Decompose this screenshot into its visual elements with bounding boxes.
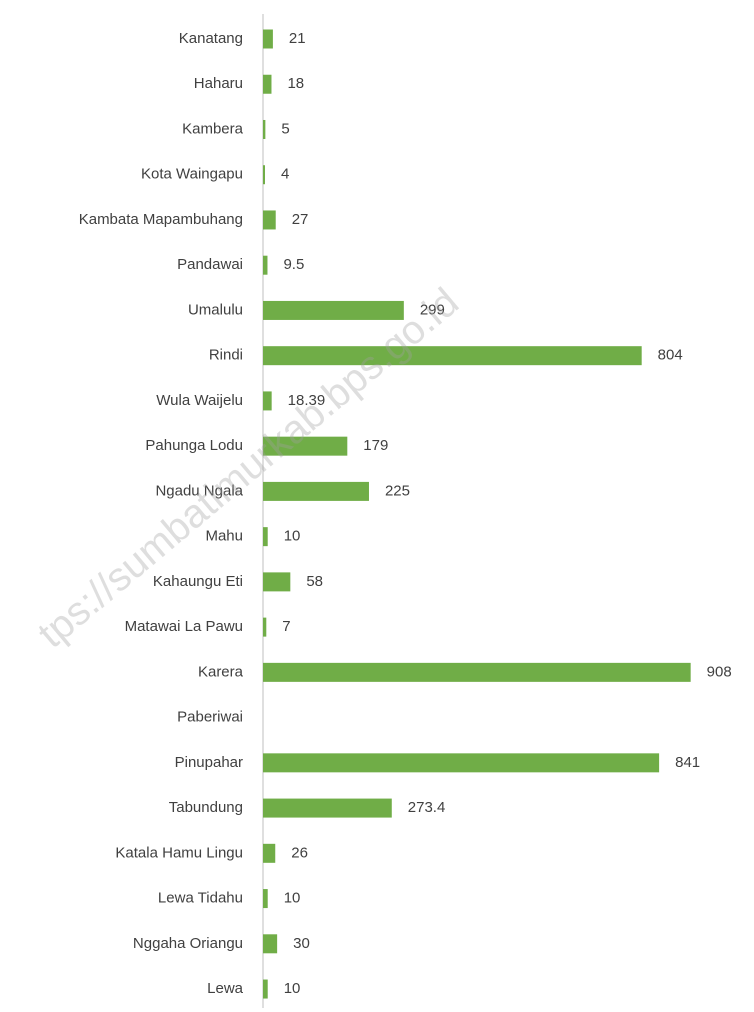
bar (263, 481, 369, 501)
value-label: 841 (675, 754, 700, 771)
bar (263, 934, 278, 954)
category-label: Wula Waijelu (156, 392, 243, 409)
bar (263, 617, 267, 637)
category-label: Kanatang (179, 30, 243, 47)
category-label: Karera (198, 663, 244, 680)
bar (263, 300, 404, 320)
category-label: Matawai La Pawu (125, 618, 243, 635)
category-label: Lewa Tidahu (158, 890, 243, 907)
value-label: 4 (281, 166, 289, 183)
category-label: Paberiwai (177, 709, 243, 726)
category-label: Rindi (209, 347, 243, 364)
bar (263, 119, 266, 139)
value-label: 26 (291, 844, 308, 861)
value-label: 9.5 (283, 256, 304, 273)
value-label: 299 (420, 301, 445, 318)
bar (263, 527, 268, 547)
value-label: 21 (289, 30, 306, 47)
value-label: 10 (284, 890, 301, 907)
bar (263, 74, 272, 94)
category-label: Umalulu (188, 301, 243, 318)
value-label: 10 (284, 980, 301, 997)
category-label: Kota Waingapu (141, 166, 243, 183)
value-label: 7 (282, 618, 290, 635)
bar (263, 255, 268, 275)
category-label: Katala Hamu Lingu (115, 844, 243, 861)
bar (263, 979, 268, 999)
category-label: Kambata Mapambuhang (79, 211, 243, 228)
bar (263, 29, 273, 49)
value-label: 273.4 (408, 799, 446, 816)
value-label: 225 (385, 482, 410, 499)
bar (263, 572, 291, 592)
value-label: 804 (658, 347, 683, 364)
category-label: Pandawai (177, 256, 243, 273)
category-label: Kambera (182, 120, 244, 137)
category-label: Kahaungu Eti (153, 573, 243, 590)
category-label: Mahu (205, 528, 243, 545)
value-label: 18 (287, 75, 304, 92)
category-label: Pinupahar (175, 754, 243, 771)
value-label: 10 (284, 528, 301, 545)
value-label: 908 (707, 663, 732, 680)
category-label: Nggaha Oriangu (133, 935, 243, 952)
bar (263, 662, 691, 682)
bar (263, 798, 392, 818)
watermark: tps://sumbatimurkab.bps.go.id (30, 280, 467, 657)
bar (263, 165, 265, 185)
value-label: 179 (363, 437, 388, 454)
value-label: 30 (293, 935, 310, 952)
bar (263, 843, 276, 863)
category-label: Ngadu Ngala (155, 482, 243, 499)
category-label: Tabundung (169, 799, 243, 816)
bar (263, 889, 268, 909)
category-label: Pahunga Lodu (145, 437, 243, 454)
bar (263, 436, 348, 456)
category-label: Lewa (207, 980, 244, 997)
bar (263, 753, 660, 773)
value-label: 18.39 (288, 392, 326, 409)
value-label: 58 (306, 573, 323, 590)
bar (263, 346, 642, 366)
bar (263, 210, 276, 230)
category-label: Haharu (194, 75, 243, 92)
bar (263, 391, 272, 411)
value-label: 27 (292, 211, 309, 228)
value-label: 5 (281, 120, 289, 137)
